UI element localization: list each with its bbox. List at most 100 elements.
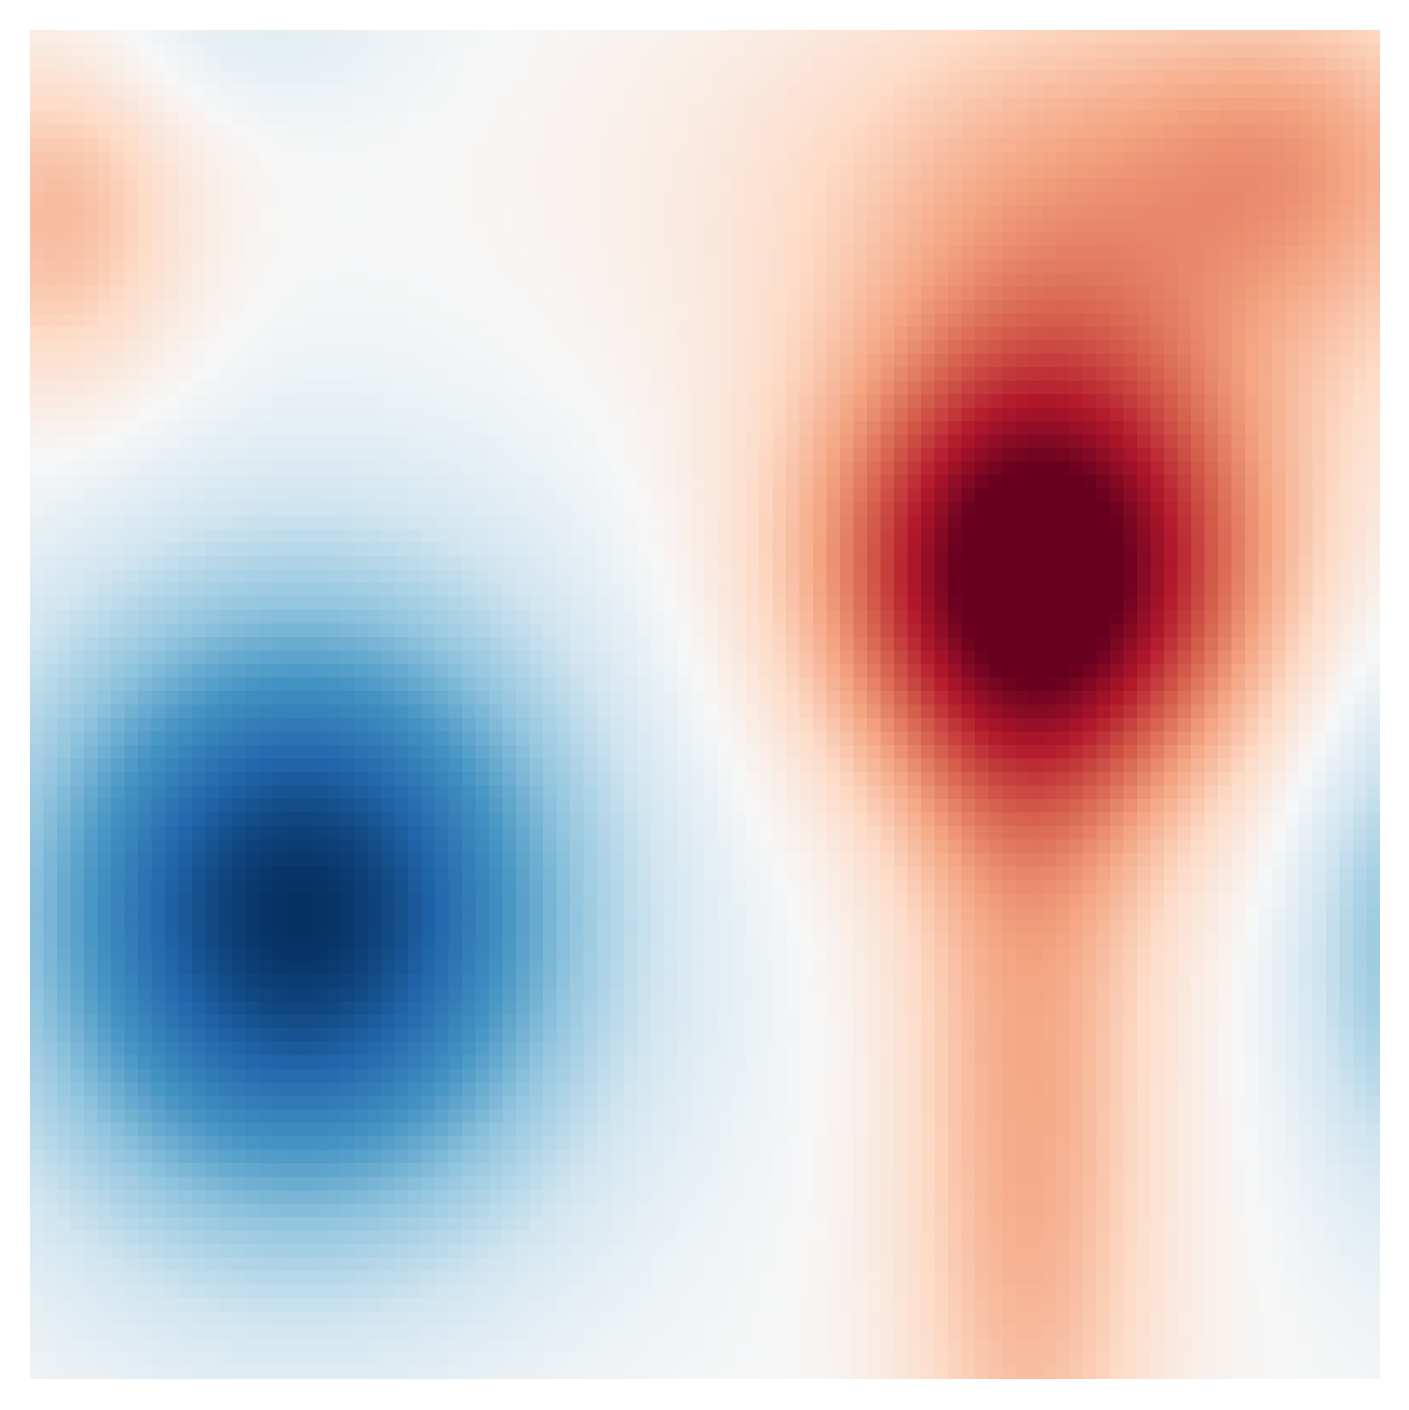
heatmap-cell	[1110, 299, 1125, 314]
heatmap-cell	[610, 515, 625, 530]
heatmap-cell	[421, 97, 436, 112]
heatmap-cell	[1218, 434, 1233, 449]
heatmap-cell	[1258, 164, 1273, 179]
heatmap-cell	[853, 596, 868, 611]
heatmap-cell	[570, 232, 585, 247]
heatmap-cell	[57, 583, 72, 598]
heatmap-cell	[934, 353, 949, 368]
heatmap-cell	[1164, 30, 1179, 45]
heatmap-cell	[745, 299, 760, 314]
heatmap-cell	[975, 124, 990, 139]
heatmap-cell	[1285, 502, 1300, 517]
heatmap-cell	[1245, 488, 1260, 503]
heatmap-cell	[421, 43, 436, 58]
heatmap-cell	[1366, 191, 1380, 206]
heatmap-cell	[232, 434, 247, 449]
heatmap-cell	[178, 569, 193, 584]
heatmap-cell	[1231, 556, 1246, 571]
heatmap-cell	[165, 151, 180, 166]
heatmap-cell	[529, 448, 544, 463]
heatmap-cell	[1002, 623, 1017, 638]
heatmap-cell	[1137, 623, 1152, 638]
heatmap-cell	[1272, 650, 1287, 665]
heatmap-cell	[1366, 461, 1380, 476]
heatmap-cell	[1083, 56, 1098, 72]
heatmap-cell	[502, 421, 517, 436]
heatmap-cell	[462, 448, 477, 463]
heatmap-cell	[151, 299, 166, 314]
heatmap-cell	[151, 380, 166, 395]
heatmap-cell	[826, 70, 841, 85]
heatmap-cell	[1339, 30, 1354, 45]
heatmap-cell	[246, 434, 261, 449]
heatmap-cell	[772, 475, 787, 490]
heatmap-cell	[489, 30, 504, 45]
heatmap-cell	[381, 43, 396, 58]
heatmap-cell	[192, 542, 207, 557]
heatmap-cell	[367, 30, 382, 45]
heatmap-cell	[813, 677, 828, 692]
heatmap-cell	[1231, 650, 1246, 665]
heatmap-cell	[961, 299, 976, 314]
heatmap-cell	[1002, 218, 1017, 233]
heatmap-cell	[1056, 313, 1071, 328]
heatmap-cell	[921, 556, 936, 571]
heatmap-cell	[624, 610, 639, 625]
heatmap-cell	[421, 191, 436, 206]
heatmap-cell	[921, 83, 936, 99]
heatmap-cell	[975, 434, 990, 449]
heatmap-cell	[286, 340, 301, 355]
heatmap-cell	[502, 556, 517, 571]
heatmap-cell	[624, 340, 639, 355]
heatmap-cell	[1029, 691, 1044, 706]
heatmap-cell	[556, 232, 571, 247]
heatmap-cell	[394, 488, 409, 503]
heatmap-cell	[678, 124, 693, 139]
heatmap-cell	[1056, 623, 1071, 638]
heatmap-cell	[705, 448, 720, 463]
heatmap-cell	[1042, 259, 1057, 274]
heatmap-cell	[921, 124, 936, 139]
heatmap-cell	[84, 664, 99, 679]
heatmap-cell	[1366, 137, 1380, 153]
heatmap-cell	[880, 245, 895, 260]
heatmap-cell	[408, 461, 423, 476]
heatmap-cell	[1312, 272, 1327, 287]
heatmap-cell	[381, 124, 396, 139]
heatmap-cell	[259, 340, 274, 355]
heatmap-cell	[70, 556, 85, 571]
heatmap-cell	[259, 110, 274, 126]
heatmap-cell	[300, 367, 315, 382]
heatmap-cell	[1002, 596, 1017, 611]
heatmap-cell	[30, 164, 45, 179]
heatmap-cell	[840, 56, 855, 72]
heatmap-cell	[1096, 218, 1111, 233]
heatmap-cell	[1015, 421, 1030, 436]
heatmap-cell	[394, 70, 409, 85]
heatmap-cell	[853, 529, 868, 544]
heatmap-cell	[772, 151, 787, 166]
heatmap-cell	[111, 43, 126, 58]
heatmap-cell	[259, 407, 274, 422]
heatmap-cell	[529, 691, 544, 706]
heatmap-cell	[124, 488, 139, 503]
heatmap-cell	[1137, 421, 1152, 436]
heatmap-cell	[1353, 569, 1368, 584]
heatmap-cell	[556, 488, 571, 503]
heatmap-cell	[111, 218, 126, 233]
heatmap-cell	[961, 677, 976, 692]
heatmap-cell	[300, 299, 315, 314]
heatmap-cell	[1015, 340, 1030, 355]
heatmap-cell	[1164, 232, 1179, 247]
heatmap-cell	[1272, 110, 1287, 126]
heatmap-cell	[246, 664, 261, 679]
heatmap-cell	[853, 394, 868, 409]
heatmap-cell	[1191, 272, 1206, 287]
heatmap-cell	[246, 137, 261, 153]
heatmap-cell	[1177, 110, 1192, 126]
heatmap-cell	[975, 637, 990, 652]
heatmap-cell	[664, 569, 679, 584]
heatmap-cell	[421, 30, 436, 45]
heatmap-cell	[880, 623, 895, 638]
heatmap-cell	[1015, 367, 1030, 382]
